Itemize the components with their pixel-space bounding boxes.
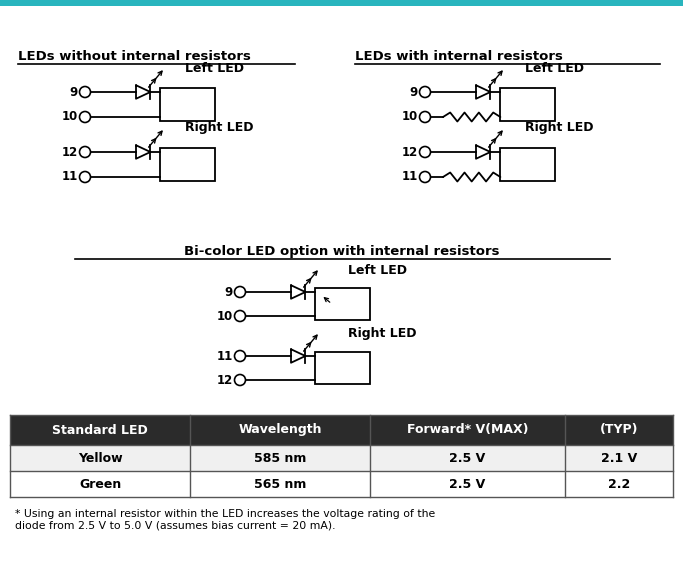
- Bar: [316, 352, 370, 384]
- Text: Left LED: Left LED: [525, 61, 585, 75]
- Text: Left LED: Left LED: [185, 61, 245, 75]
- Text: Forward* V(MAX): Forward* V(MAX): [407, 423, 528, 437]
- Bar: [316, 288, 370, 320]
- Bar: [161, 148, 215, 181]
- Text: 9: 9: [69, 86, 77, 98]
- Text: 11: 11: [401, 170, 417, 184]
- Text: Bi-color LED option with internal resistors: Bi-color LED option with internal resist…: [184, 245, 499, 258]
- Text: (TYP): (TYP): [600, 423, 638, 437]
- Text: 2.1 V: 2.1 V: [601, 452, 637, 464]
- Bar: [501, 148, 555, 181]
- Text: 12: 12: [401, 145, 417, 159]
- Text: Right LED: Right LED: [348, 328, 417, 340]
- Text: Right LED: Right LED: [185, 122, 254, 134]
- Text: 2.5 V: 2.5 V: [449, 478, 486, 490]
- Text: LEDs without internal resistors: LEDs without internal resistors: [18, 50, 251, 63]
- Text: Left LED: Left LED: [348, 263, 407, 277]
- Text: 12: 12: [61, 145, 77, 159]
- Text: LEDs with internal resistors: LEDs with internal resistors: [355, 50, 563, 63]
- Text: 11: 11: [61, 170, 77, 184]
- Text: 10: 10: [401, 111, 417, 123]
- Text: 11: 11: [217, 350, 232, 362]
- Text: Standard LED: Standard LED: [52, 423, 148, 437]
- Text: * Using an internal resistor within the LED increases the voltage rating of the
: * Using an internal resistor within the …: [15, 509, 435, 530]
- Text: Wavelength: Wavelength: [238, 423, 322, 437]
- Text: Yellow: Yellow: [78, 452, 122, 464]
- Bar: [10, 445, 673, 471]
- Text: 585 nm: 585 nm: [254, 452, 306, 464]
- Text: 10: 10: [217, 310, 232, 323]
- Text: Green: Green: [79, 478, 121, 490]
- Text: 2.5 V: 2.5 V: [449, 452, 486, 464]
- Bar: [501, 88, 555, 121]
- Bar: [0, 0, 683, 6]
- Bar: [10, 415, 673, 445]
- Text: 565 nm: 565 nm: [254, 478, 306, 490]
- Text: 9: 9: [409, 86, 417, 98]
- Text: 12: 12: [217, 373, 232, 387]
- Bar: [161, 88, 215, 121]
- Text: Right LED: Right LED: [525, 122, 594, 134]
- Text: 10: 10: [61, 111, 77, 123]
- Text: 9: 9: [224, 285, 232, 299]
- Bar: [10, 471, 673, 497]
- Text: 2.2: 2.2: [608, 478, 630, 490]
